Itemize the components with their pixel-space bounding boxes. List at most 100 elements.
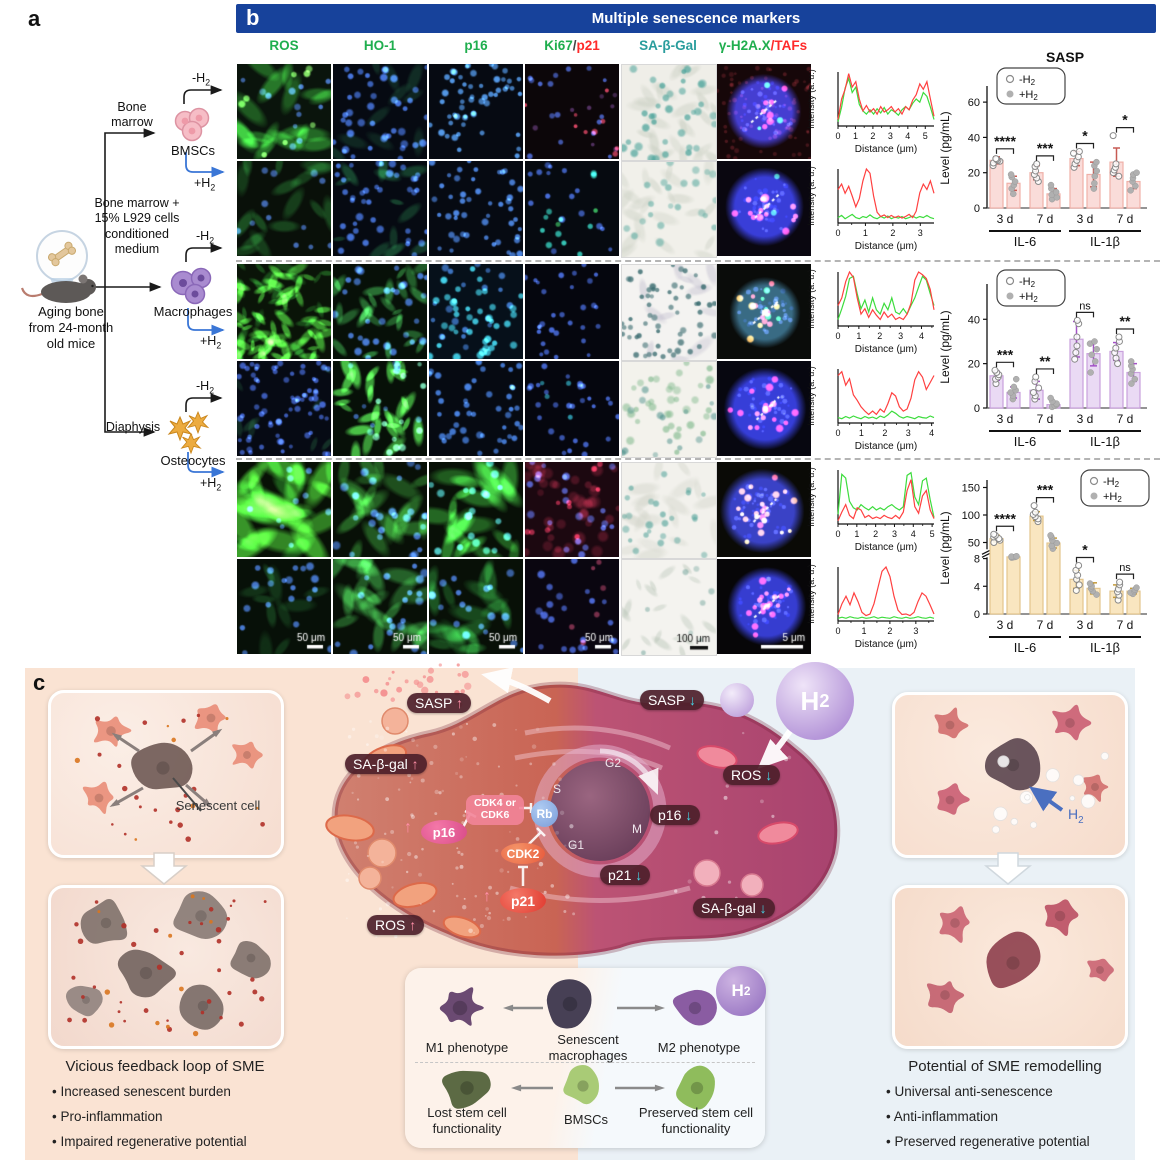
m2-phenotype-label: M2 phenotype [657,1040,741,1055]
tissue-label-bone-marrow: Bone marrow [111,100,153,130]
h2-annotation: H2 [1068,806,1084,826]
marker-ros-down: ROS ↓ [723,765,781,785]
svg-text:8: 8 [974,554,980,566]
cycle-phase-s: S [553,782,561,796]
left-caption: Vicious feedback loop of SME [65,1058,265,1075]
micrograph-tile-r2c1 [237,161,331,256]
macrophages-icon [170,267,212,305]
svg-text:1: 1 [859,428,864,438]
micrograph-tile-r4c3 [429,361,523,456]
micrograph-tile-r1c4 [525,64,619,159]
svg-text:3 d: 3 d [997,618,1014,632]
sasp-secretion-dots [344,663,472,708]
panel-a-diagram [20,85,225,478]
svg-text:40: 40 [968,314,980,326]
svg-text:+H2: +H2 [1019,291,1038,304]
right-bullets: Universal anti-senescence Anti-inflammat… [886,1080,1142,1155]
column-header-5: γ-H2A.X/TAFs [718,38,808,53]
tisR1 [934,704,1109,834]
svg-text:Level (pg/mL): Level (pg/mL) [938,310,952,383]
svg-text:IL-1β: IL-1β [1090,640,1120,655]
right-caption: Potential of SME remodelling [908,1058,1102,1075]
svg-text:0: 0 [974,403,980,415]
micrograph-tile-r4c4 [525,361,619,456]
panel-c-label: c [33,670,46,695]
intensity-2: 0 1 2 3 Intensity (a. u.) Distance (μm) [806,166,935,252]
svg-text:0: 0 [835,626,840,636]
micrograph-tile-r2c5 [621,161,717,258]
group-separator-1 [236,260,1160,262]
svg-text:7 d: 7 d [1037,212,1054,226]
micrograph-tile-r6c4 [525,559,619,654]
senescent-cell-annotation: Senescent cell [175,798,261,813]
cell-label-macrophages: Macrophages [153,304,233,319]
micrograph-tile-r1c5 [621,64,717,161]
svg-text:+H2: +H2 [1103,491,1122,504]
vesicles [358,707,764,897]
svg-text:**: ** [1120,313,1131,329]
bmscs-icon [174,107,210,142]
tisL1 [74,704,265,842]
svg-text:5: 5 [923,131,928,141]
p16-label: p16 [421,820,467,844]
svg-text:0: 0 [835,131,840,141]
svg-text:5: 5 [930,529,935,539]
svg-text:3 d: 3 d [997,412,1014,426]
svg-text:****: **** [994,510,1016,526]
marker-ros-up: ROS ↑ [367,915,425,935]
svg-text:****: **** [994,133,1016,149]
svg-text:2: 2 [887,626,892,636]
svg-text:3: 3 [918,228,923,238]
micrograph-tile-r5c6 [717,462,811,557]
svg-text:0: 0 [835,228,840,238]
senescent-macrophages-label: Senescent macrophages [548,1032,628,1063]
svg-text:-H2: -H2 [1019,276,1036,289]
svg-text:-H2: -H2 [1103,476,1120,489]
micrograph-tile-r2c6 [717,161,811,256]
svg-text:3 d: 3 d [1077,412,1094,426]
svg-text:0: 0 [974,203,980,215]
preserved-functionality-label: Preserved stem cell functionality [638,1105,754,1136]
cdk2-label: CDK2 [501,843,545,864]
down-arrow-left [139,852,189,885]
svg-text:3 d: 3 d [1077,212,1094,226]
svg-text:2: 2 [890,228,895,238]
svg-text:1: 1 [863,228,868,238]
svg-text:7 d: 7 d [1117,212,1134,226]
p16-up-arrow: ↑ [404,819,412,836]
micrograph-tile-r5c3 [429,462,523,557]
svg-text:Distance (μm): Distance (μm) [855,639,917,650]
up-arrow-icon: ↑ [456,695,463,711]
svg-text:SASP: SASP [1046,49,1084,65]
svg-text:IL-1β: IL-1β [1090,434,1120,449]
micrograph-tile-r5c1 [237,462,331,557]
svg-text:7 d: 7 d [1117,618,1134,632]
column-header-0: ROS [269,38,299,53]
svg-text:IL-6: IL-6 [1014,434,1036,449]
down-arrow-icon: ↓ [685,807,693,823]
svg-text:***: *** [997,346,1014,362]
svg-text:7 d: 7 d [1117,412,1134,426]
svg-text:**: ** [1040,353,1051,369]
intensity-6: 0 1 2 3 Intensity (a. u.) Distance (μm) [806,564,935,650]
panel-a-label: a [28,6,41,31]
svg-text:***: *** [1037,482,1054,498]
micrograph-tile-r5c5 [621,462,717,559]
micrograph-tile-r3c2 [333,264,427,359]
svg-text:Intensity (a. u.): Intensity (a. u.) [806,69,816,129]
minus-h2-label-bmscs: -H2 [192,71,211,88]
svg-text:4: 4 [919,331,924,341]
micrograph-tile-r4c5 [621,361,717,458]
marker-p21-down: p21 ↓ [600,865,651,885]
remodel-tissue-panel-after [892,885,1128,1049]
micrograph-tile-r4c2 [333,361,427,456]
h2-molecule-small [720,683,754,717]
plus-h2-label-osteocytes: +H2 [200,476,222,493]
tisR2 [926,899,1114,1014]
svg-text:Intensity (a. u.): Intensity (a. u.) [806,467,816,527]
tisL2 [65,891,271,1037]
svg-text:1: 1 [853,131,858,141]
svg-text:1: 1 [856,331,861,341]
svg-text:2: 2 [877,331,882,341]
